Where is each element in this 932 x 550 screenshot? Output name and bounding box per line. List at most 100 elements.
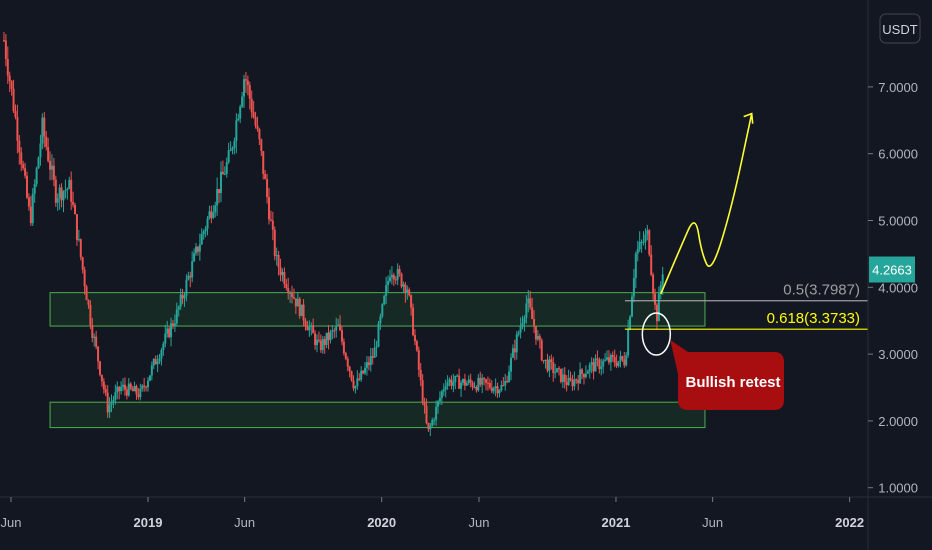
price-axis[interactable]: 1.0000 2.0000 3.0000 4.0000 5.0000 6.0000 7.00…: [867, 0, 918, 550]
candle: [546, 353, 549, 373]
time-tick-label: 2019: [134, 515, 163, 530]
candle: [392, 272, 395, 286]
candle: [183, 291, 186, 307]
candle: [118, 386, 121, 400]
candle-body: [229, 150, 232, 152]
candle-body: [75, 214, 78, 240]
candle: [498, 388, 501, 398]
time-axis[interactable]: Jun 2019 Jun 2020 Jun 2021 Jun 2022: [0, 496, 932, 530]
time-tick-label: Jun: [468, 515, 489, 530]
candle: [219, 161, 222, 203]
candle-body: [506, 380, 509, 382]
candle-body: [364, 367, 367, 374]
candle-body: [269, 219, 272, 221]
candle-body: [398, 269, 401, 274]
candle: [68, 176, 71, 190]
candle: [77, 229, 80, 242]
candle: [632, 268, 635, 303]
candle-body: [143, 385, 146, 387]
candle: [72, 191, 75, 208]
candle-body: [296, 298, 299, 307]
candle: [594, 354, 597, 372]
candle-body: [18, 140, 21, 153]
candle: [56, 193, 59, 211]
candle-body: [485, 379, 488, 383]
candle: [465, 380, 468, 386]
candle: [337, 318, 340, 327]
candle-body: [158, 358, 161, 362]
candle-body: [629, 316, 632, 329]
candle: [145, 385, 148, 392]
candle-body: [204, 228, 207, 232]
candle: [260, 138, 263, 157]
candle: [461, 378, 464, 386]
candle-body: [100, 374, 103, 382]
candle-body: [131, 388, 134, 392]
candle-body: [542, 359, 545, 361]
candle-body: [446, 382, 449, 387]
candle-body: [356, 378, 359, 387]
candle-body: [168, 328, 171, 338]
candle-body: [70, 179, 73, 202]
candle: [66, 187, 69, 200]
candle-body: [235, 120, 238, 141]
candle: [657, 286, 660, 322]
candle: [450, 375, 453, 390]
candle: [619, 350, 622, 368]
candle-body: [87, 300, 90, 305]
candle-body: [390, 274, 393, 278]
candle-body: [173, 323, 176, 326]
candle: [659, 281, 662, 300]
candle: [627, 319, 630, 358]
candle: [588, 362, 591, 379]
candle: [511, 344, 514, 359]
candle-body: [540, 340, 543, 360]
candle-body: [4, 40, 7, 59]
projection-path: [660, 112, 754, 295]
current-price-badge: [869, 256, 915, 283]
candle-body: [298, 298, 301, 316]
candle-body: [615, 362, 618, 366]
candle-body: [377, 323, 380, 347]
candle: [218, 188, 221, 204]
candle-body: [321, 339, 324, 351]
candle-body: [609, 355, 612, 363]
candle-body: [360, 370, 363, 380]
candle-body: [632, 277, 635, 297]
candle-body: [582, 373, 585, 378]
candle: [538, 333, 541, 349]
candle: [243, 74, 246, 108]
candle: [300, 304, 303, 317]
candle-body: [646, 230, 649, 235]
candle-body: [323, 339, 326, 346]
candle-body: [433, 419, 436, 421]
candle-body: [613, 357, 616, 363]
candle-body: [642, 241, 645, 243]
candle: [168, 326, 171, 339]
lower-support-zone: [49, 401, 706, 429]
candle: [554, 363, 557, 379]
candle-body: [373, 347, 376, 358]
price-tick-label: 3.0000: [878, 347, 918, 362]
candle-body: [340, 330, 343, 342]
candle: [296, 292, 299, 307]
candle: [421, 374, 424, 406]
candle: [283, 267, 286, 289]
candle-body: [498, 390, 501, 394]
candle-body: [12, 88, 15, 111]
candle-body: [193, 253, 196, 262]
candle: [517, 330, 520, 337]
candle: [460, 380, 463, 397]
candle: [515, 330, 518, 360]
candle-body: [413, 335, 416, 342]
candle-body: [554, 372, 557, 374]
candle: [584, 365, 587, 379]
candle: [596, 350, 599, 367]
candle-body: [285, 284, 288, 288]
candle: [246, 75, 249, 96]
candle: [62, 190, 65, 213]
currency-button[interactable]: USDT: [879, 13, 921, 44]
candle-body: [388, 277, 391, 282]
price-tick-label: 2.0000: [878, 414, 918, 429]
candle: [26, 171, 29, 200]
